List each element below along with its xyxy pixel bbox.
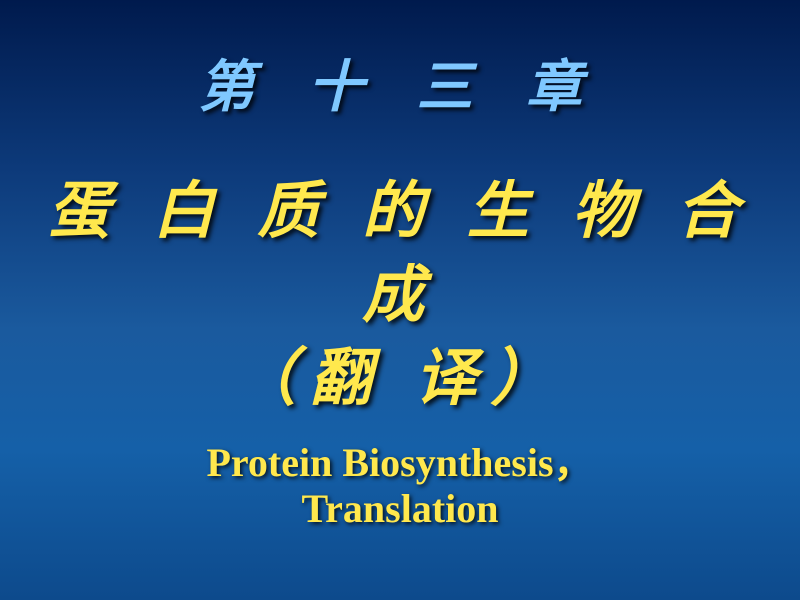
chapter-heading: 第 十 三 章: [198, 42, 601, 123]
slide: 第 十 三 章 蛋 白 质 的 生 物 合 成 （翻 译） Protein Bi…: [0, 0, 800, 600]
title-en-line2: Translation: [206, 486, 593, 532]
title-en-line1: Protein Biosynthesis，: [206, 440, 593, 486]
title-chinese: 蛋 白 质 的 生 物 合 成 （翻 译）: [0, 171, 800, 422]
title-cn-line2: （翻 译）: [0, 338, 800, 422]
title-cn-line1: 蛋 白 质 的 生 物 合 成: [0, 171, 800, 338]
title-english: Protein Biosynthesis， Translation: [206, 440, 593, 532]
